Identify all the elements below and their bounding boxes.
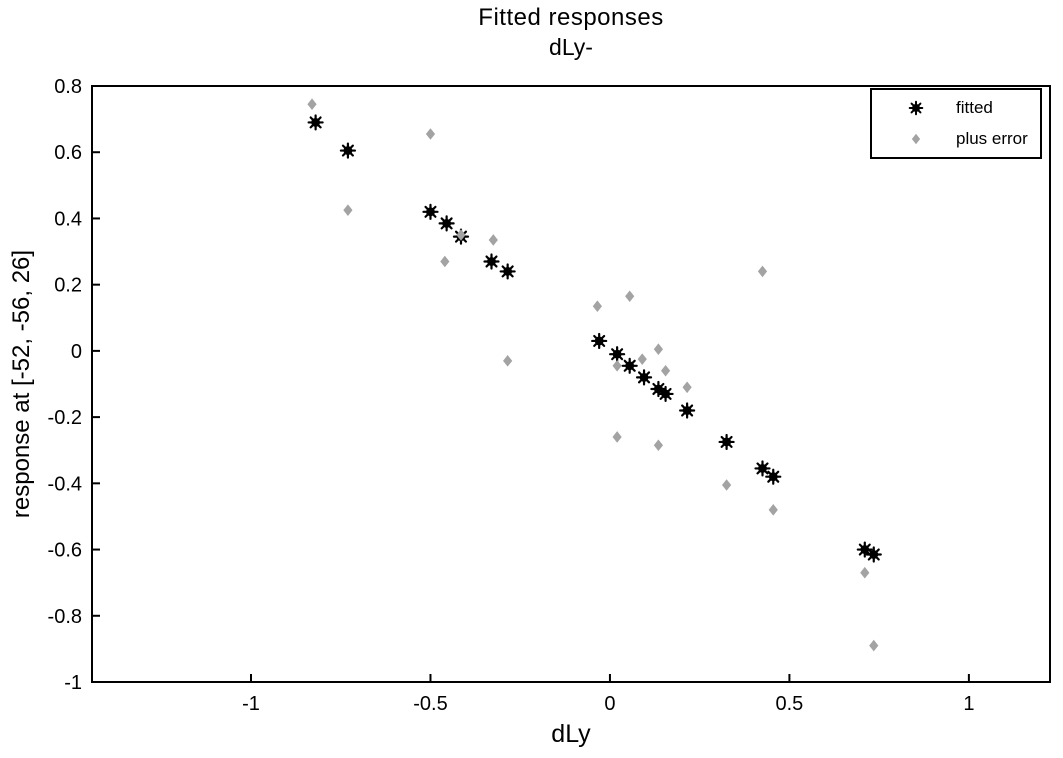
error-point: [488, 234, 498, 246]
y-tick-label: 0.2: [54, 275, 82, 297]
fitted-point: [621, 357, 638, 374]
y-tick-label: 0.8: [54, 76, 82, 98]
error-point: [660, 364, 671, 377]
fitted-point: [754, 460, 771, 477]
error-point: [625, 290, 635, 303]
x-axis-label: dLy: [551, 720, 591, 748]
plus-error-marker-icon: [911, 133, 921, 144]
fitted-point: [307, 114, 324, 131]
y-tick-label: -0.6: [48, 540, 82, 562]
fitted-point: [438, 215, 455, 232]
fitted-point: [609, 346, 626, 363]
error-point: [721, 479, 732, 491]
legend-diamond-glyph: [911, 133, 921, 144]
legend: fitted plus error: [870, 88, 1042, 159]
error-point: [682, 381, 692, 394]
error-point: [612, 431, 622, 443]
fitted-point: [765, 468, 782, 485]
error-point: [653, 343, 664, 356]
x-tick-label: 1: [963, 693, 974, 715]
error-point: [757, 265, 768, 278]
legend-item-plus-error: plus error: [872, 127, 1040, 151]
axes-box: [91, 85, 1051, 683]
error-point: [343, 204, 353, 216]
fitted-point: [679, 402, 696, 419]
y-tick-label: -0.4: [48, 473, 82, 495]
chart-subtitle: dLy-: [549, 34, 593, 60]
error-point: [440, 255, 450, 268]
fitted-point: [422, 203, 439, 220]
y-tick-label: 0: [71, 341, 82, 363]
fitted-point: [339, 142, 357, 159]
error-point: [503, 355, 513, 367]
error-point: [612, 359, 622, 372]
fitted-point: [856, 541, 873, 558]
fitted-point: [499, 263, 516, 280]
y-tick-label: 0.4: [54, 208, 82, 230]
error-point: [637, 353, 647, 365]
x-tick-label: 0: [604, 693, 615, 715]
x-tick-label: -0.5: [413, 693, 447, 715]
error-point: [307, 98, 317, 111]
error-point: [768, 504, 778, 516]
fitted-point: [718, 433, 735, 451]
fitted-marker-icon: [908, 101, 924, 116]
fitted-point: [657, 385, 674, 403]
error-point: [653, 439, 664, 452]
error-point: [425, 128, 436, 140]
legend-item-fitted: fitted: [872, 96, 1040, 120]
y-tick-label: -0.2: [48, 407, 82, 429]
fitted-point: [635, 369, 653, 386]
fitted-point: [483, 253, 500, 270]
fitted-point: [865, 546, 882, 563]
error-point: [860, 566, 870, 579]
error-point: [869, 639, 879, 652]
x-tick-label: -1: [242, 693, 260, 715]
x-tick-label: 0.5: [776, 693, 804, 715]
legend-asterisk-glyph: [908, 101, 924, 116]
error-point: [456, 229, 466, 241]
error-point: [592, 300, 602, 312]
y-tick-label: 0.6: [54, 142, 82, 164]
legend-label-fitted: fitted: [956, 98, 993, 118]
fitted-point: [591, 332, 608, 350]
legend-label-plus-error: plus error: [956, 128, 1028, 148]
y-tick-label: -0.8: [48, 606, 82, 628]
y-axis-label: response at [-52, -56, 26]: [8, 249, 35, 519]
y-tick-label: -1: [64, 672, 82, 694]
chart-title: Fitted responses: [478, 4, 664, 31]
